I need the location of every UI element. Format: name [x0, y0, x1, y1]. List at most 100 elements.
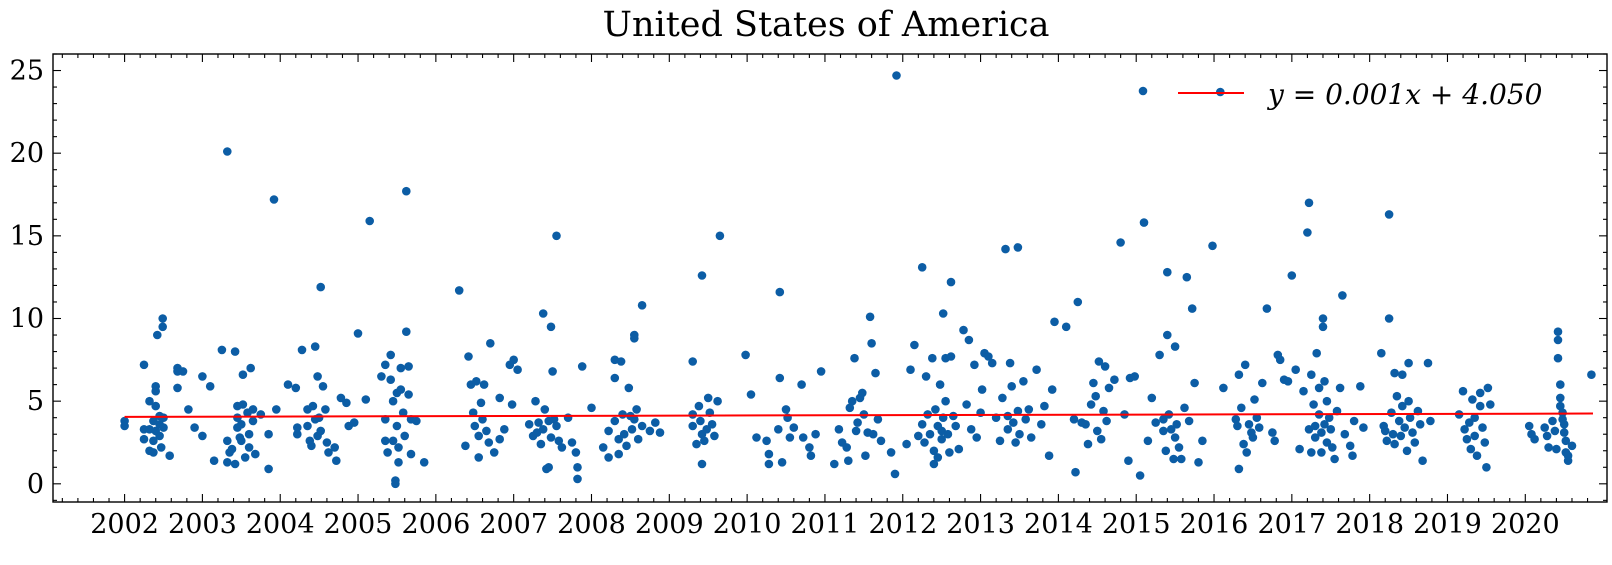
data-point [1135, 471, 1145, 480]
data-point [155, 431, 164, 441]
x-tick-labels: 2002 2003 2004 2005 2006 2007 2008 2009 2010 2011… [90, 509, 1559, 540]
x-tick-label: 2012 [868, 509, 937, 540]
data-point [1147, 393, 1157, 403]
data-point [1396, 431, 1406, 441]
data-point [1130, 372, 1139, 381]
data-point [198, 372, 207, 381]
data-point [746, 390, 756, 399]
data-point [1356, 382, 1365, 391]
data-point [1466, 444, 1476, 454]
data-point [230, 347, 240, 356]
data-point [1287, 271, 1297, 280]
data-point [1559, 420, 1569, 429]
data-point [402, 327, 411, 337]
data-point [139, 434, 149, 444]
data-point [865, 312, 875, 322]
data-point [1099, 406, 1108, 416]
data-point [1234, 370, 1244, 380]
data-point [322, 438, 332, 447]
data-point [1071, 467, 1080, 477]
data-point [1295, 444, 1304, 454]
data-point [1091, 391, 1100, 401]
data-point [902, 439, 911, 449]
data-point [1304, 198, 1314, 208]
data-point [546, 322, 556, 332]
data-point [1460, 425, 1469, 434]
data-point [1404, 358, 1413, 368]
data-point [158, 314, 167, 323]
data-point [1081, 420, 1090, 429]
data-point [1050, 317, 1059, 327]
data-point [1326, 425, 1336, 434]
data-point [762, 436, 771, 446]
data-point [478, 415, 487, 424]
data-point [1348, 451, 1357, 461]
data-point [1303, 228, 1312, 237]
data-point [314, 413, 324, 423]
data-point [1283, 377, 1293, 386]
x-tick-label: 2011 [791, 509, 860, 540]
data-point [917, 420, 927, 429]
data-point [552, 421, 561, 431]
data-point [151, 401, 160, 411]
data-point [1124, 456, 1133, 466]
data-point [850, 353, 859, 363]
data-point [1299, 386, 1308, 396]
data-point [1307, 370, 1316, 380]
data-point [946, 277, 956, 287]
data-point [1089, 378, 1098, 388]
data-point [688, 410, 697, 419]
y-tick-label: 20 [10, 138, 44, 169]
data-point [1400, 423, 1409, 432]
data-point [703, 393, 713, 403]
data-point [1384, 210, 1394, 219]
data-point [1345, 441, 1355, 451]
data-point [847, 396, 857, 406]
data-point [929, 446, 939, 456]
x-tick-label: 2002 [90, 509, 159, 540]
data-point [1240, 360, 1250, 370]
data-point [777, 458, 787, 467]
data-point [233, 413, 242, 423]
data-point [1021, 415, 1030, 424]
data-point [1478, 423, 1487, 432]
data-point [655, 428, 665, 437]
data-point [1231, 415, 1241, 424]
data-point [624, 383, 634, 393]
data-point [1317, 428, 1326, 437]
data-point [943, 429, 953, 439]
data-point [1398, 401, 1407, 411]
data-point [1169, 454, 1178, 464]
data-point [614, 434, 623, 444]
data-point [1019, 377, 1028, 386]
data-point [321, 405, 330, 414]
data-point [1170, 433, 1180, 442]
data-point [332, 456, 341, 466]
data-point [1187, 304, 1197, 313]
data-point [1094, 357, 1104, 366]
data-point [1392, 391, 1402, 401]
data-point [217, 345, 227, 355]
data-point [1155, 350, 1164, 360]
data-point [774, 425, 783, 434]
data-point [324, 448, 333, 457]
x-tick-label: 2004 [246, 509, 315, 540]
data-point [1037, 420, 1046, 429]
data-point [842, 443, 851, 452]
data-point [645, 426, 655, 436]
data-point [1013, 406, 1023, 416]
data-point [1270, 436, 1279, 446]
data-point [1559, 428, 1569, 437]
data-point [805, 443, 814, 452]
data-point [1330, 454, 1339, 464]
data-point [381, 436, 390, 446]
data-point [1390, 439, 1399, 449]
data-point [1475, 388, 1485, 398]
data-point [1470, 431, 1479, 441]
data-point [1180, 403, 1189, 413]
data-point [1159, 415, 1168, 424]
data-point [178, 367, 188, 376]
data-point [419, 458, 429, 467]
data-point [1069, 415, 1079, 424]
data-point [1262, 304, 1272, 313]
